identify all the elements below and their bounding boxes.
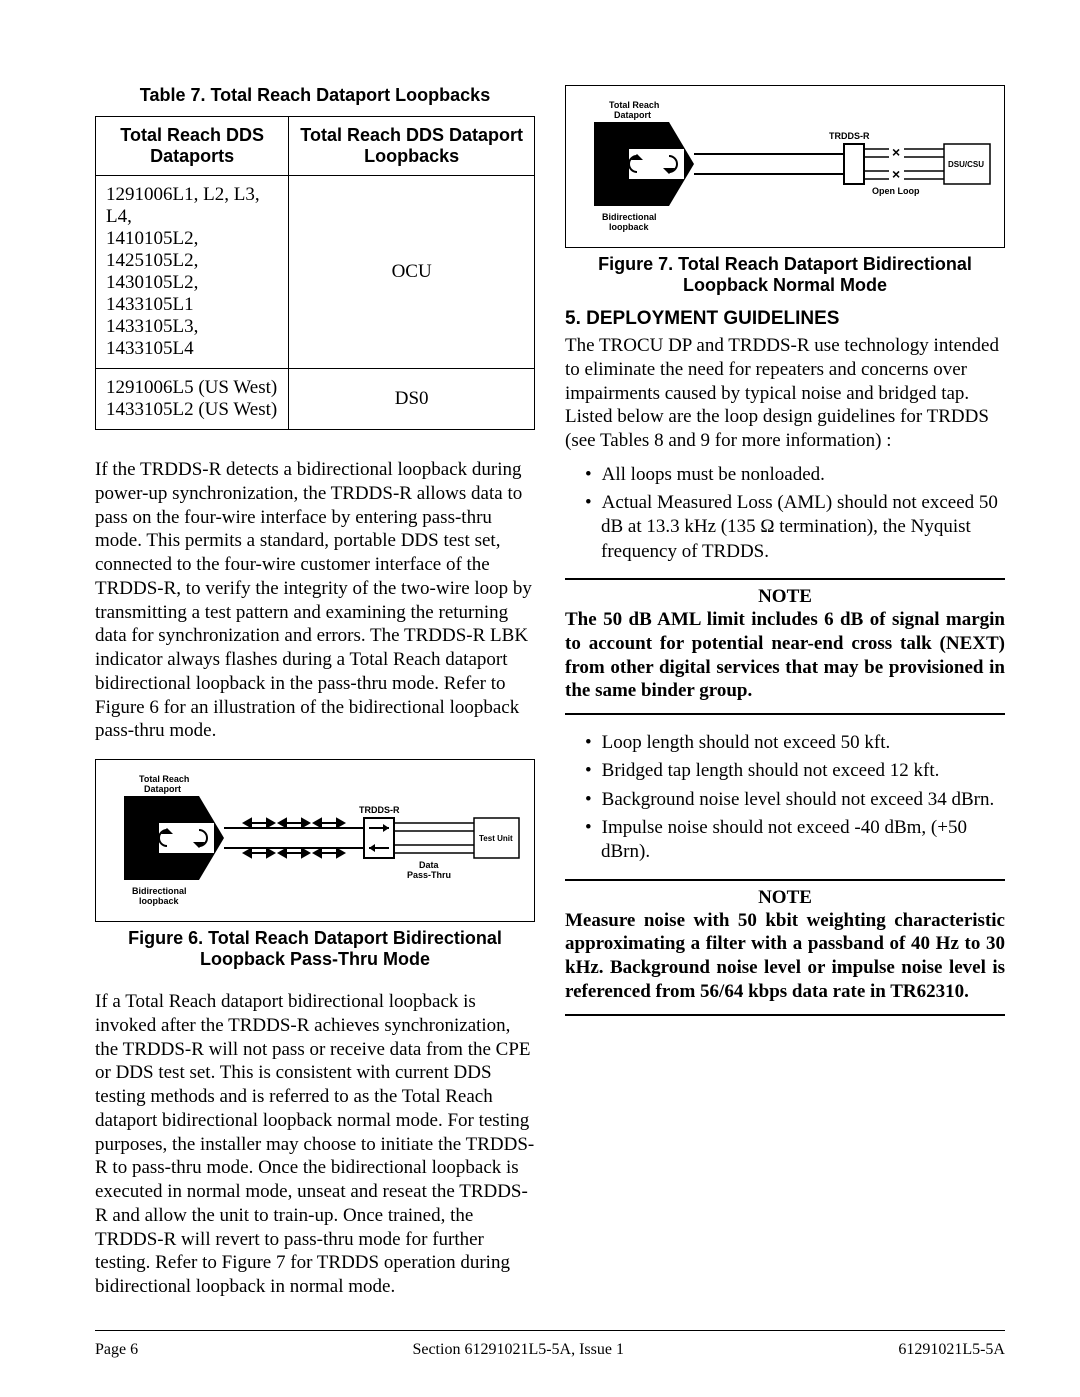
note1-rule-bot <box>565 713 1005 715</box>
footer-rule <box>95 1330 1005 1331</box>
note2-rule-top <box>565 879 1005 881</box>
svg-text:DSU/CSU: DSU/CSU <box>948 160 984 169</box>
figure6-box: Total Reach Dataport Bidirectional loopb… <box>95 759 535 922</box>
footer-left: Page 6 <box>95 1341 138 1359</box>
table7: Total Reach DDS Dataports Total Reach DD… <box>95 116 535 430</box>
section5-intro: The TROCU DP and TRDDS-R use technology … <box>565 334 1005 453</box>
list-item: Bridged tap length should not exceed 12 … <box>585 759 1005 783</box>
note2-label: NOTE <box>565 887 1005 909</box>
svg-text:×: × <box>892 144 900 160</box>
note2-body: Measure noise with 50 kbit weighting cha… <box>565 909 1005 1004</box>
svg-text:Dataport: Dataport <box>144 784 181 794</box>
figure6-caption: Figure 6. Total Reach Dataport Bidirecti… <box>95 928 535 970</box>
note1-label: NOTE <box>565 586 1005 608</box>
table7-title: Table 7. Total Reach Dataport Loopbacks <box>95 85 535 106</box>
svg-text:Data: Data <box>419 860 440 870</box>
two-column-layout: Table 7. Total Reach Dataport Loopbacks … <box>95 85 1005 1315</box>
guidelines-list-2: Loop length should not exceed 50 kft. Br… <box>565 731 1005 865</box>
footer-right: 61291021L5-5A <box>898 1341 1005 1359</box>
list-item: All loops must be nonloaded. <box>585 463 1005 487</box>
note1-body: The 50 dB AML limit includes 6 dB of sig… <box>565 608 1005 703</box>
figure7-caption: Figure 7. Total Reach Dataport Bidirecti… <box>565 254 1005 296</box>
t7-r1-c0: 1291006L5 (US West) 1433105L2 (US West) <box>96 369 289 430</box>
svg-text:loopback: loopback <box>609 222 650 232</box>
t7-r0-c0: 1291006L1, L2, L3, L4, 1410105L2, 142510… <box>96 176 289 369</box>
right-column: Total Reach Dataport Bidirectional loopb… <box>565 85 1005 1315</box>
table-row: 1291006L5 (US West) 1433105L2 (US West) … <box>96 369 535 430</box>
guidelines-list-1: All loops must be nonloaded. Actual Meas… <box>565 463 1005 564</box>
svg-text:×: × <box>892 166 900 182</box>
t7-r1-c1: DS0 <box>289 369 535 430</box>
svg-text:TRDDS-R: TRDDS-R <box>359 805 400 815</box>
figure7-svg: Total Reach Dataport Bidirectional loopb… <box>574 94 994 234</box>
svg-text:Total Reach: Total Reach <box>609 100 659 110</box>
note2-rule-bot <box>565 1014 1005 1016</box>
paragraph-2: If a Total Reach dataport bidirectional … <box>95 990 535 1299</box>
svg-text:Total Reach: Total Reach <box>139 774 189 784</box>
left-column: Table 7. Total Reach Dataport Loopbacks … <box>95 85 535 1315</box>
page: Table 7. Total Reach Dataport Loopbacks … <box>0 0 1080 1397</box>
svg-text:Bidirectional: Bidirectional <box>602 212 657 222</box>
table7-header-0: Total Reach DDS Dataports <box>96 117 289 176</box>
table7-header-1: Total Reach DDS Dataport Loopbacks <box>289 117 535 176</box>
note1-rule-top <box>565 578 1005 580</box>
svg-text:Pass-Thru: Pass-Thru <box>407 870 451 880</box>
footer-center: Section 61291021L5-5A, Issue 1 <box>412 1341 624 1359</box>
figure6-svg: Total Reach Dataport Bidirectional loopb… <box>104 768 524 908</box>
svg-text:loopback: loopback <box>139 896 180 906</box>
t7-r0-c1: OCU <box>289 176 535 369</box>
list-item: Background noise level should not exceed… <box>585 788 1005 812</box>
svg-text:Open Loop: Open Loop <box>872 186 920 196</box>
figure7-box: Total Reach Dataport Bidirectional loopb… <box>565 85 1005 248</box>
svg-text:Test Unit: Test Unit <box>479 834 513 843</box>
svg-text:Dataport: Dataport <box>614 110 651 120</box>
page-footer: Page 6 Section 61291021L5-5A, Issue 1 61… <box>95 1341 1005 1359</box>
list-item: Actual Measured Loss (AML) should not ex… <box>585 491 1005 564</box>
section5-heading: 5. DEPLOYMENT GUIDELINES <box>565 308 1005 330</box>
svg-text:Bidirectional: Bidirectional <box>132 886 187 896</box>
paragraph-1: If the TRDDS-R detects a bidirectional l… <box>95 458 535 743</box>
list-item: Impulse noise should not exceed -40 dBm,… <box>585 816 1005 865</box>
svg-text:TRDDS-R: TRDDS-R <box>829 131 870 141</box>
list-item: Loop length should not exceed 50 kft. <box>585 731 1005 755</box>
table-row: 1291006L1, L2, L3, L4, 1410105L2, 142510… <box>96 176 535 369</box>
